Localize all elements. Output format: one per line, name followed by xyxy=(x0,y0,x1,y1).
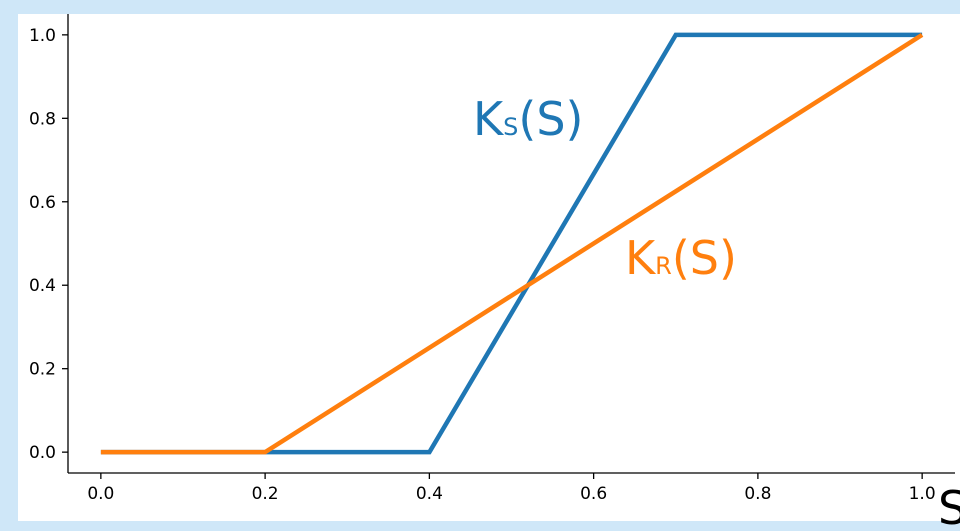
y-tick-label: 0.6 xyxy=(29,193,56,213)
annotation-layer: KS(S)KR(S) xyxy=(473,92,737,285)
axes-frame xyxy=(67,14,955,474)
x-axis-label: S xyxy=(938,481,960,531)
x-tick-label: 0.0 xyxy=(87,484,114,504)
y-tick-label: 0.4 xyxy=(29,276,56,296)
series-layer xyxy=(100,32,924,455)
curve-annotation-1: KS(S) xyxy=(473,92,584,146)
y-tick-label: 1.0 xyxy=(29,26,56,46)
annotation-argument: (S) xyxy=(672,231,737,285)
annotation-argument: (S) xyxy=(518,92,583,146)
x-axis: 0.0 0.2 0.4 0.6 0.8 1.0 xyxy=(87,473,936,504)
x-tick-label: 1.0 xyxy=(909,484,936,504)
y-tick-label: 0.0 xyxy=(29,443,56,463)
annotation-subscript: S xyxy=(503,113,518,141)
annotation-main: K xyxy=(473,92,505,146)
y-axis: 0.0 0.2 0.4 0.6 0.8 1.0 xyxy=(29,26,68,463)
x-tick-label: 0.2 xyxy=(252,484,279,504)
series-line-1 xyxy=(100,32,923,455)
x-tick-label: 0.8 xyxy=(744,484,771,504)
y-tick-label: 0.8 xyxy=(29,109,56,129)
x-tick-label: 0.4 xyxy=(416,484,443,504)
annotation-main: K xyxy=(625,231,657,285)
annotation-subscript: R xyxy=(655,252,672,280)
series-line-2 xyxy=(100,33,924,455)
x-tick-label: 0.6 xyxy=(580,484,607,504)
chart-panel xyxy=(18,14,960,521)
curve-annotation-2: KR(S) xyxy=(625,231,737,285)
y-tick-label: 0.2 xyxy=(29,360,56,380)
